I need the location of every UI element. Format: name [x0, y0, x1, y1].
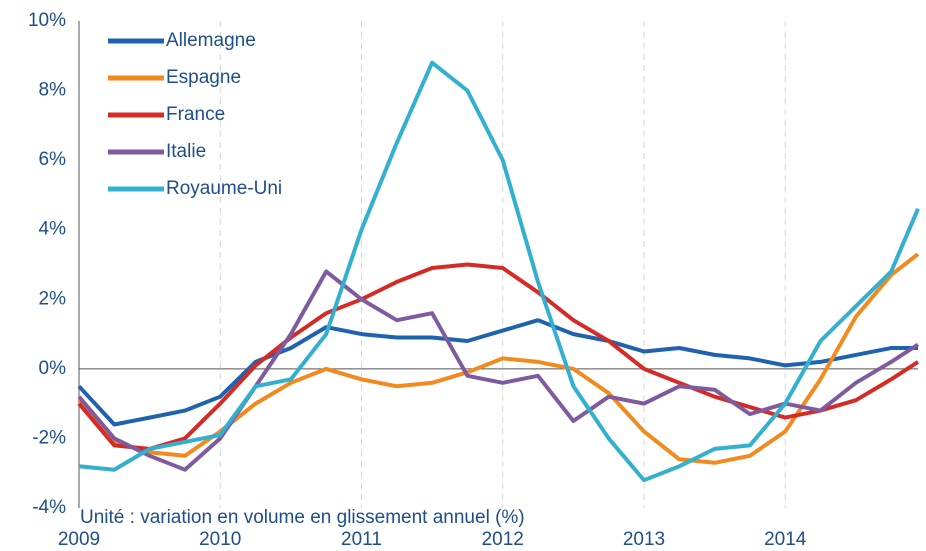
- y-tick-label: -4%: [32, 497, 66, 518]
- legend-label: Espagne: [166, 67, 241, 88]
- y-tick-label: 2%: [39, 288, 67, 309]
- y-tick-label: 6%: [39, 149, 67, 170]
- y-tick-label: -2%: [32, 427, 66, 448]
- legend-label: Italie: [166, 141, 206, 162]
- x-tick-label: 2014: [764, 529, 807, 550]
- y-tick-label: 10%: [28, 10, 66, 31]
- legend-label: Allemagne: [166, 30, 256, 51]
- x-tick-label: 2013: [623, 529, 665, 550]
- x-tick-label: 2011: [341, 529, 382, 550]
- annotation: Unité : variation en volume en glissemen…: [80, 507, 525, 528]
- x-tick-label: 2010: [199, 529, 241, 550]
- legend-label: France: [166, 104, 225, 125]
- series-line: [77, 318, 918, 427]
- y-tick-label: 0%: [39, 358, 67, 379]
- y-tick-label: 4%: [39, 219, 67, 240]
- series-line: [77, 252, 920, 465]
- legend-label: Royaume-Uni: [166, 178, 282, 199]
- series-line: [77, 262, 920, 451]
- x-tick-label: 2012: [482, 529, 524, 550]
- y-tick-label: 8%: [39, 80, 67, 101]
- x-tick-label: 2009: [58, 529, 100, 550]
- series-line: [78, 60, 920, 483]
